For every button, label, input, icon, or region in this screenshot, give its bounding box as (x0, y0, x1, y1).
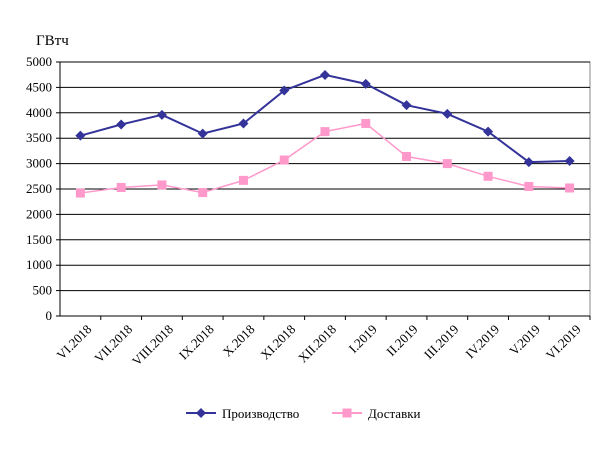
data-point-diamond (75, 130, 86, 141)
x-tick-label: IX.2018 (176, 322, 217, 363)
data-point-diamond (523, 157, 534, 168)
data-point-diamond (360, 78, 371, 89)
x-tick-label: IV.2019 (462, 322, 502, 362)
x-tick-label: II.2019 (383, 322, 420, 359)
data-point-square (320, 127, 330, 137)
y-tick-label: 2000 (26, 206, 52, 221)
data-point-square (75, 188, 85, 198)
data-point-diamond (483, 126, 494, 137)
y-tick-label: 0 (46, 308, 53, 323)
data-point-square (524, 181, 534, 191)
y-tick-label: 3500 (26, 130, 52, 145)
data-point-square (402, 151, 412, 161)
legend-marker-diamond (196, 408, 206, 418)
y-tick-label: 1000 (26, 257, 52, 272)
x-tick-label: XII.2018 (295, 322, 339, 366)
x-tick-label: III.2019 (421, 322, 461, 362)
y-tick-label: 3000 (26, 156, 52, 171)
y-tick-label: 1500 (26, 232, 52, 247)
x-tick-label: X.2018 (220, 322, 258, 360)
y-tick-label: 500 (33, 283, 53, 298)
data-point-diamond (564, 156, 575, 167)
y-tick-label: 5000 (26, 54, 52, 69)
x-tick-label: XI.2018 (257, 322, 298, 363)
y-axis-label: ГВтч (36, 33, 69, 49)
x-tick-label: I.2019 (346, 322, 380, 356)
x-tick-label: VI.2018 (54, 322, 95, 363)
data-point-diamond (320, 69, 330, 80)
legend-label: Доставки (368, 406, 421, 421)
x-tick-label: V.2019 (506, 322, 543, 359)
legend-marker-square (342, 408, 352, 418)
y-tick-label: 4500 (26, 79, 52, 94)
y-tick-label: 2500 (26, 181, 52, 196)
data-point-diamond (279, 85, 290, 96)
data-point-square (157, 180, 167, 190)
data-point-diamond (116, 119, 127, 130)
data-point-diamond (401, 100, 412, 111)
data-point-diamond (238, 118, 249, 129)
data-point-square (565, 183, 575, 193)
data-point-diamond (197, 128, 208, 139)
data-point-square (361, 118, 371, 128)
data-point-diamond (442, 108, 453, 119)
data-point-square (198, 188, 208, 198)
legend-label: Производство (222, 406, 299, 421)
data-point-square (116, 182, 126, 192)
y-tick-label: 4000 (26, 105, 52, 120)
x-tick-label: VI.2019 (543, 322, 584, 363)
x-tick-label: VIII.2018 (129, 322, 176, 369)
series-line-0 (80, 73, 570, 164)
data-point-square (238, 175, 248, 185)
data-point-diamond (156, 109, 167, 120)
data-point-square (279, 155, 289, 165)
data-point-square (483, 171, 493, 181)
data-point-square (442, 159, 452, 169)
